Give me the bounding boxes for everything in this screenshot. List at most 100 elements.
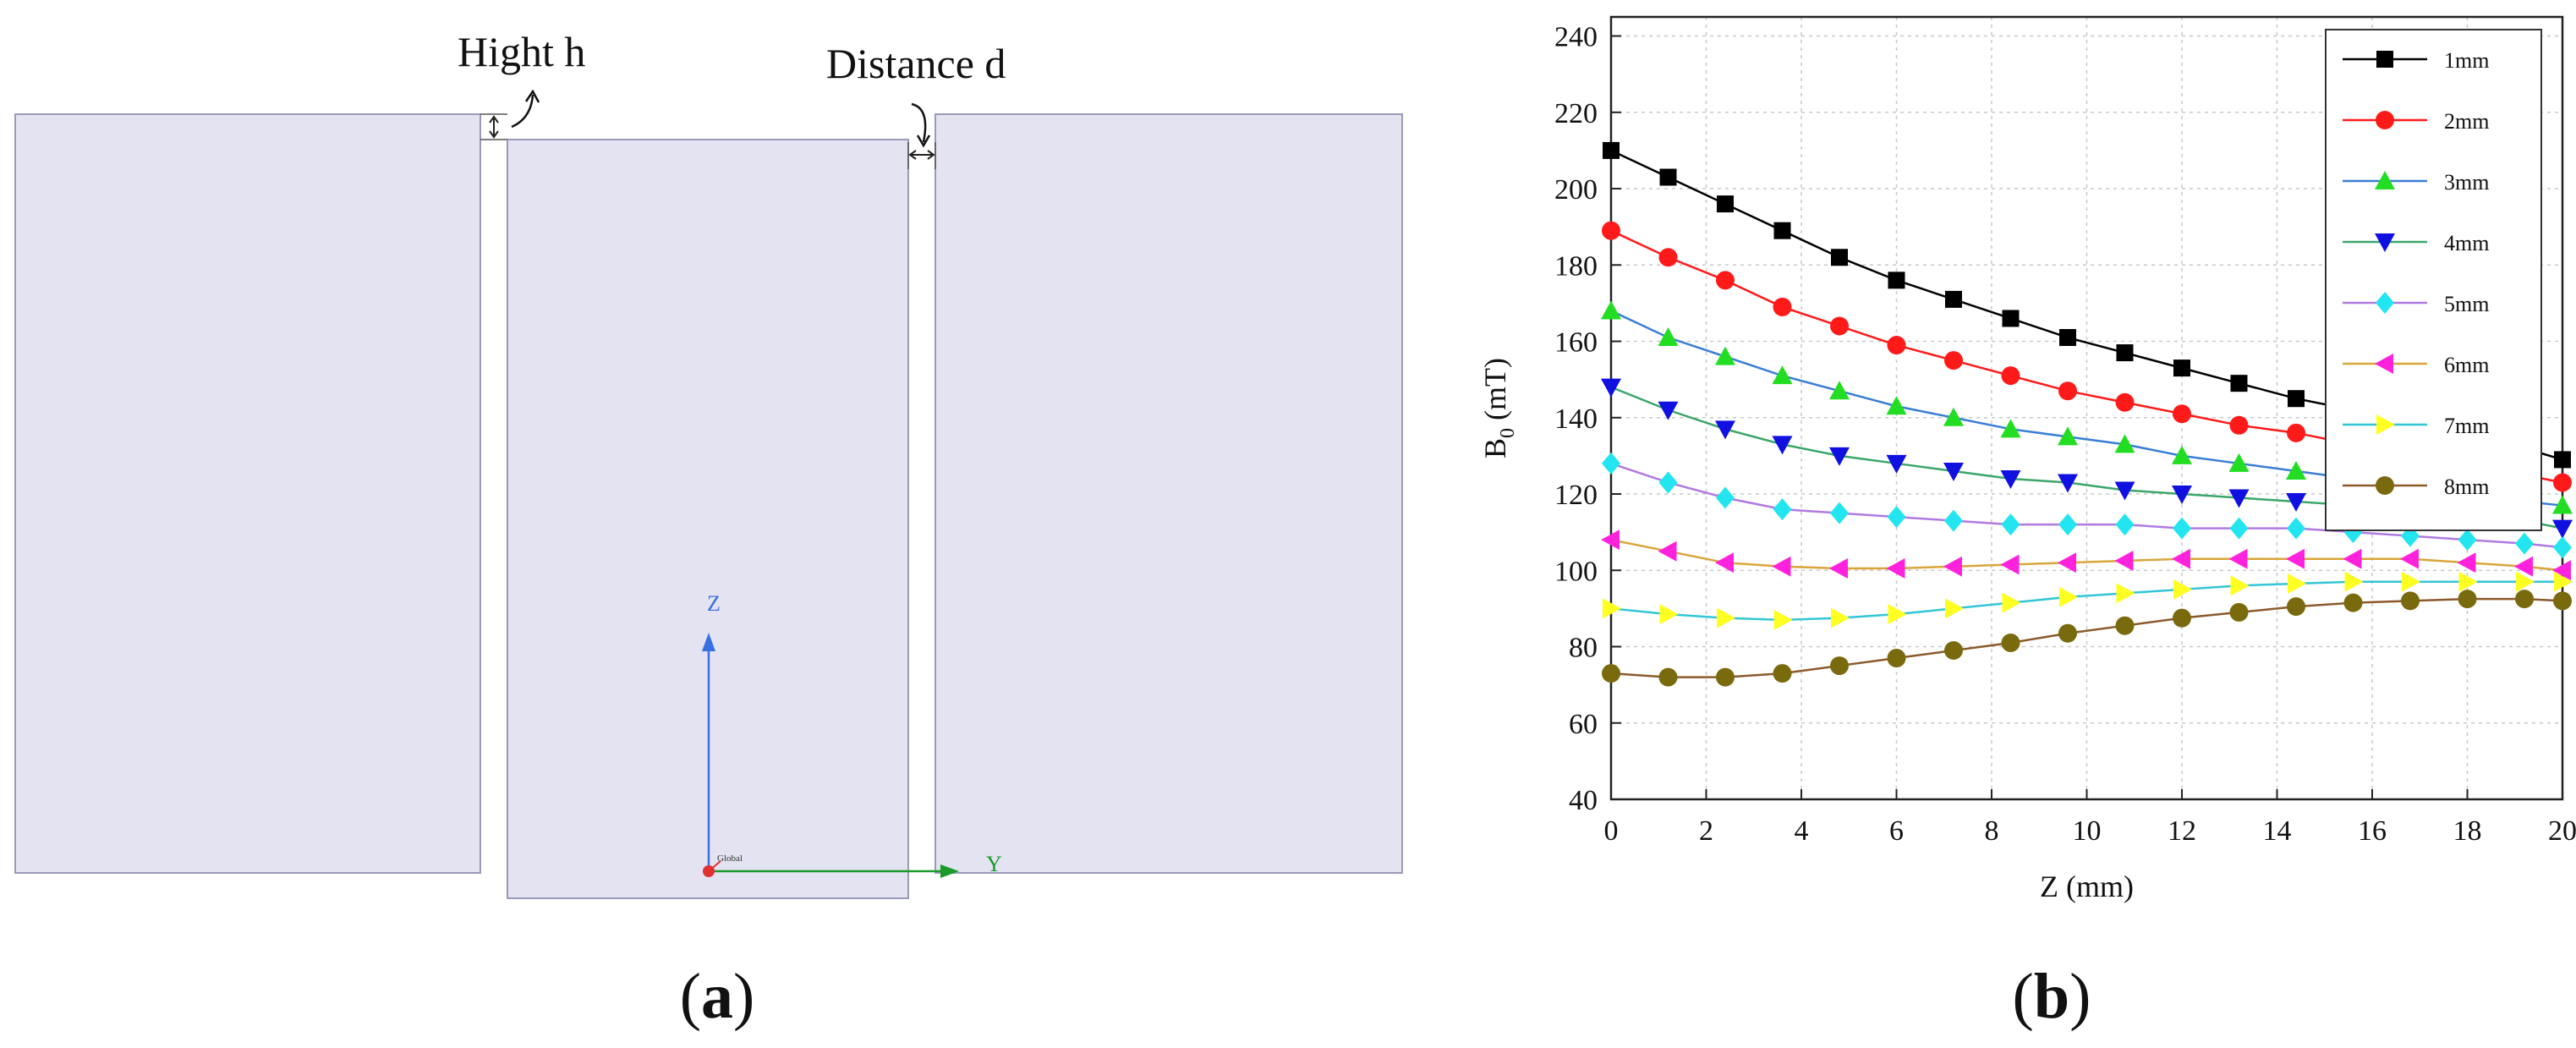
- x-tick-label: 4: [1795, 815, 1809, 847]
- data-point-6mm: [2228, 548, 2248, 569]
- data-point-6mm: [1943, 556, 1962, 577]
- data-point-2mm: [2287, 423, 2305, 442]
- data-point-6mm: [2000, 554, 2020, 575]
- data-point-5mm: [1887, 506, 1906, 529]
- series-7mm: [1603, 571, 2573, 630]
- data-point-7mm: [2230, 575, 2250, 596]
- data-point-5mm: [1658, 471, 1678, 494]
- x-tick-label: 18: [2453, 815, 2482, 847]
- data-point-5mm: [2458, 529, 2477, 551]
- legend-label: 8mm: [2444, 475, 2489, 499]
- data-point-7mm: [1831, 607, 1850, 628]
- legend-marker: [2376, 476, 2394, 495]
- panel-a-caption: (a): [679, 961, 755, 1032]
- data-point-7mm: [1888, 604, 1907, 625]
- legend-label: 1mm: [2444, 48, 2489, 73]
- geometry-diagram: Hight h Distance d Z Y Global: [14, 28, 1403, 899]
- data-point-8mm: [1773, 664, 1792, 683]
- data-point-8mm: [2001, 634, 2020, 652]
- data-point-8mm: [2515, 590, 2534, 609]
- data-point-7mm: [2116, 583, 2135, 604]
- data-point-1mm: [2230, 375, 2248, 392]
- legend-label: 4mm: [2444, 231, 2489, 255]
- data-point-2mm: [2173, 404, 2191, 424]
- legend-entry-7mm: 7mm: [2343, 414, 2489, 438]
- data-point-3mm: [1886, 396, 1907, 415]
- data-point-5mm: [1773, 498, 1792, 521]
- data-point-8mm: [2553, 591, 2572, 611]
- panel-b-chart: 0 2 4 6 8 10 12 14 16 18 20 40 60 80 100 120 140 160 180 20…: [1438, 0, 2576, 1044]
- series-5mm: [1602, 452, 2572, 559]
- data-point-8mm: [2458, 590, 2477, 609]
- data-point-3mm: [1601, 300, 1621, 320]
- data-point-4mm: [1772, 436, 1793, 455]
- legend-label: 3mm: [2444, 170, 2489, 195]
- data-point-8mm: [2401, 591, 2420, 611]
- distance-label: Distance d: [826, 40, 1006, 87]
- axis-z-label: Z: [707, 591, 721, 616]
- height-label-arrow: [511, 94, 534, 129]
- panel-b-caption: (b): [2012, 961, 2091, 1032]
- data-point-5mm: [1944, 509, 1963, 532]
- data-point-4mm: [1715, 420, 1735, 440]
- data-point-3mm: [1772, 365, 1793, 385]
- data-point-2mm: [1773, 297, 1792, 316]
- y-tick-label: 40: [1569, 785, 1598, 816]
- legend-label: 6mm: [2444, 353, 2489, 377]
- data-point-6mm: [1601, 529, 1620, 551]
- height-dimension-marker: [480, 113, 507, 140]
- data-point-5mm: [2115, 513, 2135, 536]
- legend-entry-6mm: 6mm: [2343, 353, 2489, 377]
- data-point-6mm: [2400, 548, 2419, 569]
- coordinate-axes: [702, 633, 959, 878]
- series-line-5mm: [1610, 462, 2563, 549]
- data-point-1mm: [1659, 168, 1677, 186]
- data-point-1mm: [2288, 390, 2305, 408]
- data-point-2mm: [1602, 221, 1620, 240]
- legend-marker: [2376, 111, 2394, 129]
- y-axis-title-main: B: [1478, 438, 1512, 458]
- data-point-1mm: [2173, 359, 2190, 377]
- data-point-6mm: [1772, 556, 1791, 577]
- data-point-5mm: [1830, 502, 1849, 524]
- data-point-2mm: [2058, 381, 2077, 401]
- legend-box: [2325, 29, 2542, 531]
- data-point-6mm: [1658, 540, 1677, 562]
- data-point-7mm: [2344, 571, 2364, 592]
- x-tick-label: 16: [2358, 815, 2387, 847]
- data-point-3mm: [1658, 327, 1679, 347]
- data-point-1mm: [1717, 195, 1734, 213]
- data-point-1mm: [1773, 222, 1791, 239]
- data-point-6mm: [1829, 558, 1848, 579]
- y-axis-title-sub: 0: [1497, 428, 1519, 438]
- data-point-2mm: [1658, 248, 1678, 267]
- data-point-8mm: [2115, 616, 2135, 635]
- data-point-7mm: [2288, 573, 2306, 595]
- magnet-block-left: [14, 113, 481, 874]
- data-point-2mm: [2553, 473, 2572, 492]
- x-tick-label: 20: [2548, 815, 2576, 847]
- axis-y-label: Y: [986, 852, 1002, 876]
- data-point-6mm: [1715, 552, 1734, 573]
- legend-marker: [2376, 292, 2394, 314]
- series-line-6mm: [1610, 538, 2563, 572]
- data-point-8mm: [1830, 656, 1849, 676]
- x-tick-label: 6: [1889, 815, 1904, 847]
- legend-marker: [2376, 414, 2395, 435]
- y-tick-label: 100: [1554, 556, 1598, 587]
- data-point-3mm: [1715, 346, 1735, 365]
- x-tick-label: 10: [2073, 815, 2102, 847]
- data-point-5mm: [2001, 513, 2020, 536]
- data-point-4mm: [1886, 454, 1907, 474]
- data-point-4mm: [2000, 469, 2021, 489]
- panel-a-geometry: Hight h Distance d Z Y Global (a): [14, 28, 1403, 1032]
- legend-marker: [2376, 51, 2393, 68]
- data-point-8mm: [2173, 608, 2191, 628]
- data-point-8mm: [2229, 602, 2249, 622]
- data-point-5mm: [2173, 517, 2191, 540]
- y-tick-label: 80: [1569, 633, 1598, 664]
- y-axis-title-unit: (mT): [1478, 358, 1512, 428]
- data-point-7mm: [2554, 571, 2573, 592]
- data-point-2mm: [1944, 351, 1963, 370]
- data-point-2mm: [1830, 316, 1849, 336]
